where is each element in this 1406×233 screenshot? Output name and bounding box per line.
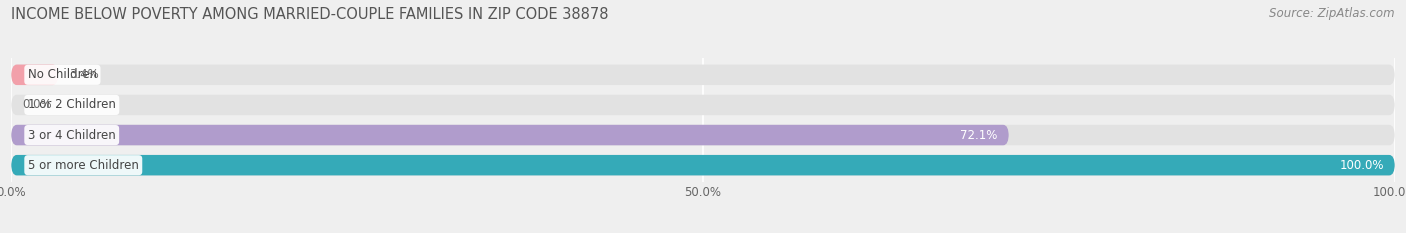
FancyBboxPatch shape: [11, 155, 1395, 175]
Text: 3.4%: 3.4%: [69, 68, 98, 81]
FancyBboxPatch shape: [11, 125, 1395, 145]
Text: 3 or 4 Children: 3 or 4 Children: [28, 129, 115, 142]
FancyBboxPatch shape: [11, 65, 58, 85]
FancyBboxPatch shape: [11, 65, 1395, 85]
Text: Source: ZipAtlas.com: Source: ZipAtlas.com: [1270, 7, 1395, 20]
FancyBboxPatch shape: [11, 95, 1395, 115]
Text: 100.0%: 100.0%: [1339, 159, 1384, 172]
Text: INCOME BELOW POVERTY AMONG MARRIED-COUPLE FAMILIES IN ZIP CODE 38878: INCOME BELOW POVERTY AMONG MARRIED-COUPL…: [11, 7, 609, 22]
Text: 5 or more Children: 5 or more Children: [28, 159, 139, 172]
Text: 0.0%: 0.0%: [22, 98, 52, 111]
FancyBboxPatch shape: [11, 125, 1008, 145]
Text: 1 or 2 Children: 1 or 2 Children: [28, 98, 115, 111]
Text: No Children: No Children: [28, 68, 97, 81]
FancyBboxPatch shape: [11, 155, 1395, 175]
Text: 72.1%: 72.1%: [960, 129, 998, 142]
